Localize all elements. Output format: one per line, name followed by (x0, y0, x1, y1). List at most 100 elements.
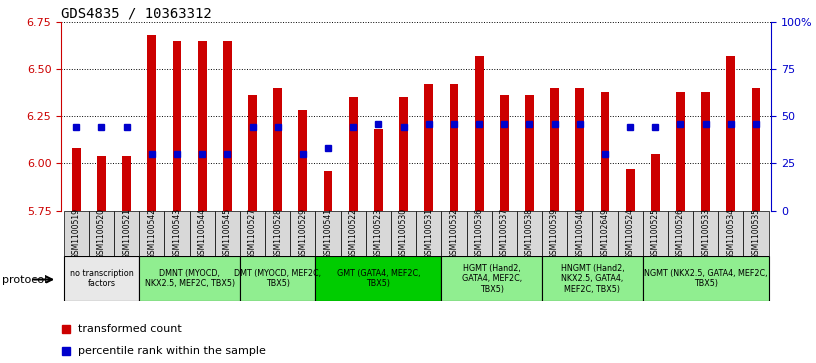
Bar (189, 211, 215, 256)
Text: NGMT (NKX2.5, GATA4, MEF2C,
TBX5): NGMT (NKX2.5, GATA4, MEF2C, TBX5) (644, 269, 767, 288)
Text: GSM1100540: GSM1100540 (575, 208, 584, 259)
Text: GSM1100524: GSM1100524 (626, 208, 635, 259)
Bar (450, 84, 459, 211)
Text: GSM1100521: GSM1100521 (122, 208, 131, 259)
Bar (575, 88, 584, 211)
Bar (72, 148, 81, 211)
Text: no transcription
factors: no transcription factors (69, 269, 133, 288)
Text: GSM1100528: GSM1100528 (273, 208, 282, 259)
Text: GSM1100525: GSM1100525 (651, 208, 660, 259)
Bar (89, 211, 114, 256)
Bar (752, 88, 761, 211)
Bar (416, 211, 441, 256)
Text: GSM1100520: GSM1100520 (97, 208, 106, 259)
Text: GSM1100543: GSM1100543 (172, 208, 181, 259)
Bar (517, 211, 542, 256)
Text: GMT (GATA4, MEF2C,
TBX5): GMT (GATA4, MEF2C, TBX5) (337, 269, 420, 288)
Text: GSM1100545: GSM1100545 (223, 208, 232, 259)
Bar (122, 156, 131, 211)
Bar (240, 256, 316, 301)
Bar (693, 211, 718, 256)
Bar (651, 154, 659, 211)
Bar (643, 211, 668, 256)
Bar (64, 211, 89, 256)
Text: GSM1100532: GSM1100532 (450, 208, 459, 259)
Text: DMNT (MYOCD,
NKX2.5, MEF2C, TBX5): DMNT (MYOCD, NKX2.5, MEF2C, TBX5) (144, 269, 235, 288)
Text: GSM1100519: GSM1100519 (72, 208, 81, 259)
Bar (164, 211, 189, 256)
Bar (223, 41, 232, 211)
Bar (492, 211, 517, 256)
Text: GDS4835 / 10363312: GDS4835 / 10363312 (61, 7, 212, 21)
Bar (441, 256, 542, 301)
Text: GSM1100526: GSM1100526 (676, 208, 685, 259)
Bar (114, 211, 140, 256)
Bar (467, 211, 492, 256)
Text: DMT (MYOCD, MEF2C,
TBX5): DMT (MYOCD, MEF2C, TBX5) (234, 269, 322, 288)
Text: HGMT (Hand2,
GATA4, MEF2C,
TBX5): HGMT (Hand2, GATA4, MEF2C, TBX5) (462, 264, 521, 294)
Bar (424, 84, 433, 211)
Bar (265, 211, 290, 256)
Text: GSM1100535: GSM1100535 (752, 208, 761, 259)
Text: GSM1100527: GSM1100527 (248, 208, 257, 259)
Bar (248, 95, 257, 211)
Bar (525, 95, 534, 211)
Text: transformed count: transformed count (78, 324, 182, 334)
Bar (316, 211, 340, 256)
Text: GSM1100533: GSM1100533 (701, 208, 710, 259)
Bar (542, 256, 643, 301)
Bar (500, 95, 508, 211)
Bar (366, 211, 391, 256)
Bar (601, 91, 610, 211)
Bar (348, 97, 357, 211)
Text: GSM1100536: GSM1100536 (475, 208, 484, 259)
Text: HNGMT (Hand2,
NKX2.5, GATA4,
MEF2C, TBX5): HNGMT (Hand2, NKX2.5, GATA4, MEF2C, TBX5… (561, 264, 624, 294)
Bar (726, 56, 735, 211)
Bar (626, 169, 635, 211)
Bar (97, 156, 106, 211)
Bar (299, 110, 308, 211)
Bar (374, 129, 383, 211)
Bar (701, 91, 710, 211)
Bar (340, 211, 366, 256)
Bar (718, 211, 743, 256)
Text: GSM1100531: GSM1100531 (424, 208, 433, 259)
Bar (140, 256, 240, 301)
Bar (240, 211, 265, 256)
Text: GSM1100529: GSM1100529 (299, 208, 308, 259)
Text: GSM1100522: GSM1100522 (348, 208, 357, 259)
Bar (197, 41, 206, 211)
Bar (324, 171, 332, 211)
Text: percentile rank within the sample: percentile rank within the sample (78, 346, 266, 356)
Text: protocol: protocol (2, 274, 47, 285)
Bar (441, 211, 467, 256)
Bar (64, 256, 140, 301)
Text: GSM1100541: GSM1100541 (324, 208, 333, 259)
Bar (173, 41, 181, 211)
Bar (316, 256, 441, 301)
Text: GSM1100542: GSM1100542 (148, 208, 157, 259)
Bar (542, 211, 567, 256)
Bar (550, 88, 559, 211)
Bar (618, 211, 643, 256)
Bar (567, 211, 592, 256)
Text: GSM1102649: GSM1102649 (601, 208, 610, 259)
Text: GSM1100539: GSM1100539 (550, 208, 559, 259)
Bar (290, 211, 316, 256)
Text: GSM1100534: GSM1100534 (726, 208, 735, 259)
Text: GSM1100538: GSM1100538 (525, 208, 534, 259)
Bar (475, 56, 484, 211)
Bar (668, 211, 693, 256)
Bar (215, 211, 240, 256)
Bar (399, 97, 408, 211)
Text: GSM1100530: GSM1100530 (399, 208, 408, 259)
Bar (592, 211, 618, 256)
Bar (743, 211, 769, 256)
Text: GSM1100537: GSM1100537 (499, 208, 508, 259)
Text: GSM1100523: GSM1100523 (374, 208, 383, 259)
Bar (148, 35, 156, 211)
Bar (643, 256, 769, 301)
Bar (676, 91, 685, 211)
Bar (140, 211, 164, 256)
Bar (391, 211, 416, 256)
